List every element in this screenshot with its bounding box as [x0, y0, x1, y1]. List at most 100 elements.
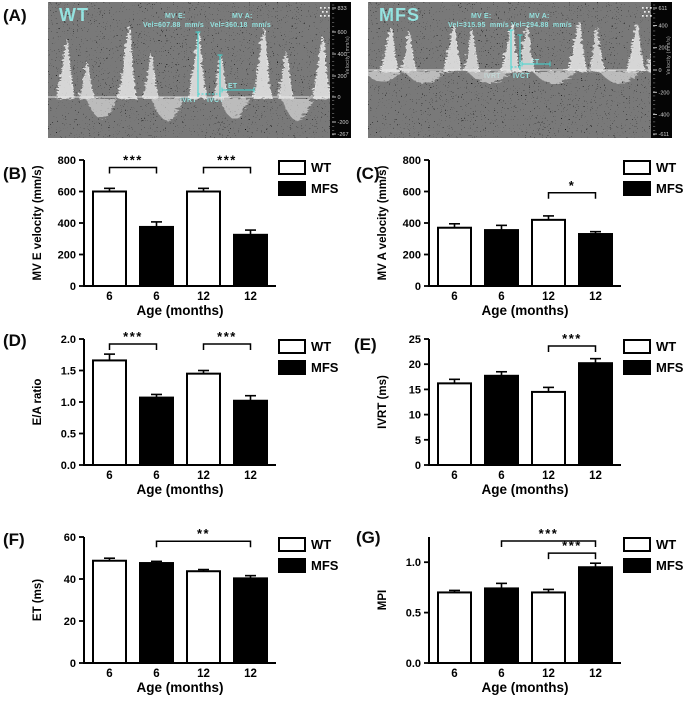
speckle-noise — [48, 2, 330, 138]
bar-WT-12 — [531, 218, 566, 287]
chart-svg-E: 0 5 10 15 20 25 IVRT (ms) 6 6 12 12 *** Age (months)… — [377, 331, 684, 497]
orientation-marker-icon — [646, 15, 648, 17]
axis-tick-label: -200 — [338, 120, 349, 126]
sig-bracket-1 — [202, 343, 252, 351]
orientation-marker-icon — [646, 7, 648, 9]
y-tick-label: 0 — [415, 460, 421, 472]
y-tick-label: 60 — [64, 532, 76, 544]
legend-swatch-MFS — [623, 181, 651, 196]
chart-svg-C: 0 200 400 600 800 MV A velocity (mm/s) 6 6 12 12 *… — [377, 155, 684, 318]
y-tick-label: 0.5 — [61, 429, 76, 441]
axis-tick-label: -400 — [659, 113, 670, 119]
ultrasound-mfs-svg: 611 400 200 0 -200 -400 -611 — [368, 2, 670, 138]
legend-swatch-MFS — [278, 558, 306, 573]
bar-WT-6 — [92, 359, 127, 466]
legend-label-MFS: MFS — [656, 558, 684, 573]
bar-MFS-12 — [233, 399, 268, 466]
axis-tick-label: 0 — [338, 95, 341, 101]
sig-stars-0: *** — [123, 153, 143, 168]
sig-bracket-1 — [547, 552, 597, 560]
panel-label-b: (B) — [3, 164, 27, 183]
x-axis-title: Age (months) — [137, 482, 224, 497]
y-axis-title: MV E velocity (mm/s) — [32, 165, 44, 280]
x-tick-label: 12 — [589, 291, 602, 303]
y-tick-label: 20 — [64, 616, 76, 628]
x-tick-label: 12 — [542, 668, 555, 680]
x-tick-label: 6 — [451, 470, 457, 482]
axis-tick-label: 0 — [659, 68, 662, 74]
bar-WT-6 — [92, 559, 127, 664]
x-tick-label: 6 — [498, 470, 504, 482]
y-tick-label: 1.0 — [61, 397, 76, 409]
y-tick-label: 600 — [403, 187, 421, 199]
y-tick-label: 800 — [403, 155, 421, 167]
y-tick-label: 0.5 — [406, 608, 421, 620]
axis-tick-label: -200 — [659, 90, 670, 96]
sig-bracket-0 — [108, 166, 158, 174]
axis-tick-label: 200 — [338, 74, 347, 80]
chart-svg-D: 0.0 0.5 1.0 1.5 2.0 E/A ratio 6 6 12 12 *** *** Age … — [32, 329, 339, 497]
sig-bracket-0 — [108, 343, 158, 351]
orientation-marker-icon — [324, 15, 326, 17]
legend-label-WT: WT — [311, 537, 331, 552]
axis-tick-label: 400 — [338, 52, 347, 58]
legend-swatch-WT — [278, 160, 306, 175]
axis-tick-label: 400 — [659, 24, 668, 30]
orientation-marker-icon — [326, 11, 328, 13]
y-axis-title: MV A velocity (mm/s) — [377, 165, 389, 280]
legend-swatch-MFS — [623, 360, 651, 375]
x-tick-label: 12 — [589, 668, 602, 680]
legend-swatch-MFS — [623, 558, 651, 573]
orientation-marker-icon — [320, 15, 322, 17]
bar-MFS-12 — [578, 566, 613, 665]
y-tick-label: 200 — [58, 250, 76, 262]
x-tick-label: 12 — [197, 668, 210, 680]
y-tick-label: 10 — [409, 410, 421, 422]
y-tick-label: 25 — [409, 334, 421, 346]
x-axis-title: Age (months) — [482, 482, 569, 497]
orientation-marker-icon — [324, 7, 326, 9]
legend-label-MFS: MFS — [656, 181, 684, 196]
x-tick-label: 12 — [244, 470, 257, 482]
bar-MFS-12 — [578, 233, 613, 287]
orientation-marker-icon — [322, 11, 324, 13]
bar-MFS-6 — [484, 229, 519, 287]
chart-ivrt: 0 5 10 15 20 25 IVRT (ms) 6 6 12 12 *** Age (months)… — [371, 325, 685, 504]
legend-label-WT: WT — [656, 339, 676, 354]
bar-WT-6 — [437, 382, 472, 467]
axis-tick-label: -611 — [659, 132, 670, 138]
sig-bracket-0 — [500, 540, 597, 548]
y-tick-label: 400 — [58, 218, 76, 230]
panel-label-d: (D) — [3, 331, 27, 350]
y-tick-label: 0 — [70, 281, 76, 293]
x-tick-label: 6 — [153, 291, 159, 303]
y-axis-title: E/A ratio — [32, 379, 44, 426]
sig-stars-0: *** — [123, 329, 143, 344]
chart-mv-a-velocity: 0 200 400 600 800 MV A velocity (mm/s) 6 6 12 12 *… — [371, 146, 685, 325]
sig-stars-1: *** — [217, 329, 237, 344]
axis-tick-label: 611 — [659, 6, 668, 12]
y-tick-label: 0.0 — [406, 658, 421, 670]
legend-label-WT: WT — [656, 537, 676, 552]
sig-stars-0: * — [569, 178, 576, 193]
bar-MFS-12 — [233, 233, 268, 287]
x-tick-label: 12 — [244, 668, 257, 680]
bar-MFS-12 — [578, 362, 613, 466]
x-tick-label: 6 — [498, 668, 504, 680]
y-axis-title: ET (ms) — [32, 579, 44, 621]
chart-mpi: 0.0 0.5 1.0 MPI 6 6 12 12 *** *** Age (months) WT MF… — [371, 523, 685, 702]
axis-tick-label: 600 — [338, 30, 347, 36]
orientation-marker-icon — [320, 7, 322, 9]
y-axis-title: MPI — [377, 590, 389, 610]
sig-stars-0: *** — [539, 526, 559, 541]
bar-MFS-6 — [484, 587, 519, 664]
x-tick-label: 12 — [589, 470, 602, 482]
sig-stars-1: *** — [562, 538, 582, 553]
orientation-marker-icon — [650, 7, 652, 9]
bar-WT-12 — [186, 190, 221, 287]
legend-swatch-WT — [623, 160, 651, 175]
bar-WT-12 — [186, 372, 221, 466]
bar-MFS-6 — [139, 396, 174, 466]
waveform-group — [48, 2, 330, 138]
